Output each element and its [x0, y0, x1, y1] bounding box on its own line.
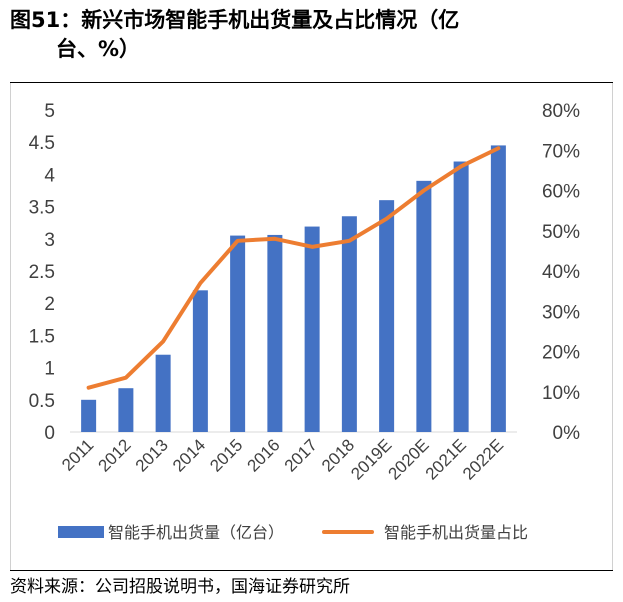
y-left-tick-label: 3.5 — [29, 198, 55, 219]
bar — [155, 354, 171, 432]
y-left-tick-label: 0 — [44, 423, 55, 444]
bar — [379, 200, 395, 432]
x-tick-label: 2021E — [422, 435, 470, 483]
y-left-tick-label: 1 — [44, 359, 55, 380]
x-tick-label: 2014 — [169, 435, 209, 475]
y-right-tick-label: 10% — [542, 383, 580, 404]
y-right-tick-label: 30% — [542, 302, 580, 323]
x-tick-label: 2013 — [132, 435, 172, 475]
bar — [267, 234, 283, 432]
y-right-tick-label: 80% — [542, 101, 580, 122]
y-axis-right: 0% 10% 20% 30% 40% 50% 60% 70% 80% — [542, 101, 580, 444]
x-axis: 201120122013201420152016201720182019E202… — [58, 435, 507, 483]
bar — [118, 388, 134, 432]
y-left-tick-label: 2.5 — [29, 262, 55, 283]
bar — [453, 161, 469, 432]
figure-title-line2: 台、%） — [56, 37, 141, 61]
legend-label-line: 智能手机出货量占比 — [384, 523, 528, 542]
bar — [490, 145, 506, 433]
y-left-tick-label: 1.5 — [29, 326, 55, 347]
x-tick-label: 2012 — [95, 435, 135, 475]
y-left-tick-label: 0.5 — [29, 391, 55, 412]
bar — [192, 290, 208, 432]
y-right-tick-label: 50% — [542, 222, 580, 243]
y-right-tick-label: 60% — [542, 182, 580, 203]
bar — [304, 226, 320, 432]
x-tick-label: 2020E — [384, 435, 432, 483]
y-left-tick-label: 4.5 — [29, 133, 55, 154]
bar — [341, 216, 357, 432]
y-left-tick-label: 2 — [44, 294, 55, 315]
bar — [230, 235, 246, 432]
chart: 0 0.5 1 1.5 2 2.5 3 3.5 4 4.5 5 0% 10% 20% 30% 40% 50% 6… — [29, 101, 581, 542]
y-left-tick-label: 4 — [44, 165, 55, 186]
chart-frame-left — [10, 83, 11, 570]
y-left-tick-label: 5 — [44, 101, 55, 122]
y-right-tick-label: 40% — [542, 262, 580, 283]
legend-label-bar: 智能手机出货量（亿台） — [108, 523, 284, 542]
y-left-tick-label: 3 — [44, 230, 55, 251]
chart-frame-right — [612, 83, 613, 570]
legend: 智能手机出货量（亿台） 智能手机出货量占比 — [58, 523, 528, 542]
bar-series — [81, 145, 506, 433]
bar — [81, 399, 97, 432]
y-right-tick-label: 70% — [542, 141, 580, 162]
source-note: 资料来源：公司招股说明书，国海证券研究所 — [10, 577, 350, 597]
bottom-rule — [10, 570, 613, 571]
x-tick-label: 2016 — [244, 435, 284, 475]
y-axis-left: 0 0.5 1 1.5 2 2.5 3 3.5 4 4.5 5 — [29, 101, 56, 444]
x-tick-label: 2011 — [58, 435, 97, 474]
figure-title-line1: 新兴市场智能手机出货量及占比情况（亿 — [81, 8, 460, 32]
y-right-tick-label: 20% — [542, 343, 580, 364]
y-right-tick-label: 0% — [553, 423, 581, 444]
series-line — [86, 146, 501, 390]
x-tick-label: 2015 — [206, 435, 246, 475]
figure-title: 图51：新兴市场智能手机出货量及占比情况（亿 台、%） — [10, 6, 610, 64]
x-tick-label: 2017 — [281, 435, 321, 475]
top-rule — [10, 82, 613, 83]
figure-number: 图51： — [10, 8, 82, 32]
bar — [416, 180, 432, 432]
x-tick-label: 2022E — [459, 435, 507, 483]
line-series — [86, 146, 501, 390]
x-tick-label: 2019E — [347, 435, 395, 483]
legend-swatch-bar — [58, 526, 104, 538]
